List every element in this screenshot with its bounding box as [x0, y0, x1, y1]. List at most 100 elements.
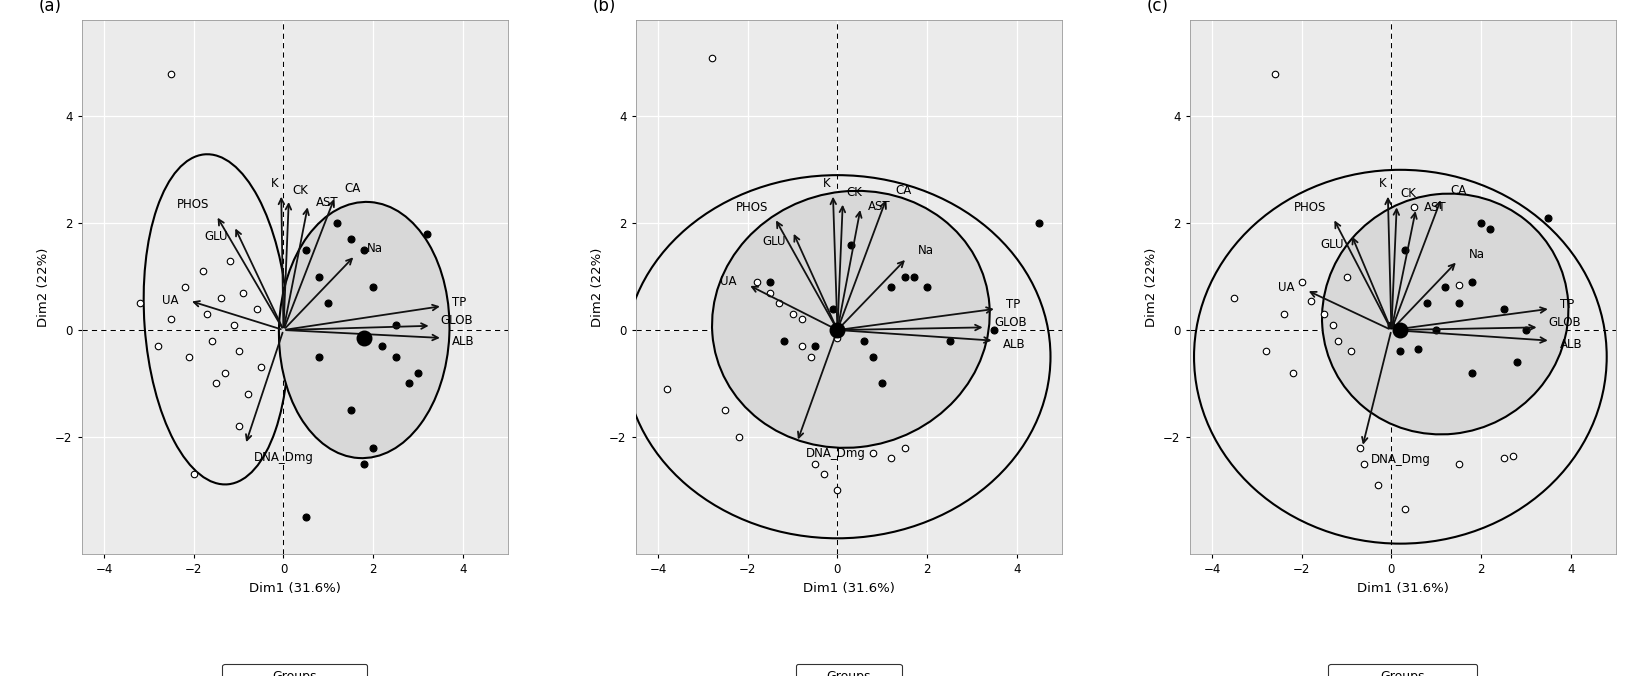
Point	[860, 352, 886, 362]
Text: ALB: ALB	[452, 335, 475, 348]
Point	[1387, 324, 1413, 335]
Text: GLU: GLU	[762, 235, 787, 248]
Point	[361, 442, 387, 453]
Text: DNA_Dmg: DNA_Dmg	[1371, 453, 1431, 466]
Point	[712, 405, 738, 416]
Point	[770, 335, 796, 346]
Point	[307, 352, 333, 362]
Y-axis label: Dim2 (22%): Dim2 (22%)	[36, 247, 49, 327]
Point	[757, 276, 783, 287]
Point	[369, 341, 395, 352]
Point	[1310, 308, 1337, 319]
Text: CK: CK	[292, 184, 308, 197]
Point	[801, 341, 827, 352]
Point	[1253, 346, 1279, 357]
Point	[870, 378, 896, 389]
Point	[1364, 479, 1390, 490]
Point	[1477, 223, 1503, 234]
Point	[1459, 276, 1485, 287]
Point	[181, 469, 207, 480]
Point	[1392, 504, 1418, 514]
Point	[1490, 304, 1516, 314]
Text: (a): (a)	[39, 0, 62, 15]
Text: DNA_Dmg: DNA_Dmg	[806, 448, 867, 460]
Point	[1536, 212, 1562, 223]
Point	[788, 341, 814, 352]
Legend: HL, YC: HL, YC	[796, 664, 901, 676]
Point	[860, 448, 886, 458]
Point	[405, 367, 431, 378]
Legend: Female, Male: Female, Male	[1328, 664, 1477, 676]
Text: TP: TP	[1560, 298, 1573, 311]
Point	[351, 245, 377, 256]
Text: AST: AST	[868, 199, 891, 213]
Point	[1490, 453, 1516, 464]
Legend: Before, After: Before, After	[222, 664, 367, 676]
Point	[315, 298, 341, 309]
Point	[1505, 357, 1531, 368]
Point	[397, 378, 423, 389]
Text: Na: Na	[367, 243, 382, 256]
Point	[1333, 271, 1359, 282]
Text: K: K	[1379, 176, 1386, 190]
Point	[811, 469, 837, 480]
Text: K: K	[823, 176, 831, 190]
Point	[1513, 324, 1539, 335]
X-axis label: Dim1 (31.6%): Dim1 (31.6%)	[803, 582, 894, 595]
Text: (c): (c)	[1147, 0, 1169, 15]
Point	[801, 458, 827, 469]
Point	[189, 266, 215, 276]
Point	[325, 218, 351, 228]
Point	[1351, 458, 1377, 469]
Point	[878, 282, 904, 293]
Point	[361, 282, 387, 293]
Point	[292, 512, 318, 523]
Text: GLOB: GLOB	[994, 316, 1027, 329]
Text: CA: CA	[344, 182, 361, 195]
Text: GLOB: GLOB	[1549, 316, 1581, 329]
Text: PHOS: PHOS	[736, 201, 769, 214]
Text: AST: AST	[1423, 201, 1446, 214]
Point	[207, 293, 233, 304]
Text: PHOS: PHOS	[176, 198, 209, 211]
Text: CK: CK	[1400, 187, 1417, 200]
Point	[1433, 282, 1459, 293]
Text: ALB: ALB	[1560, 339, 1583, 352]
Point	[225, 420, 251, 431]
Point	[914, 282, 940, 293]
Point	[1325, 335, 1351, 346]
Point	[654, 383, 681, 394]
Point	[788, 314, 814, 324]
Text: DNA_Dmg: DNA_Dmg	[255, 451, 315, 464]
Text: CK: CK	[847, 186, 862, 199]
Point	[765, 298, 792, 309]
Point	[878, 453, 904, 464]
Text: PHOS: PHOS	[1294, 201, 1327, 214]
Point	[382, 352, 408, 362]
Point	[1400, 201, 1426, 212]
Text: UA: UA	[720, 275, 736, 289]
Point	[891, 442, 917, 453]
Point	[351, 333, 377, 343]
X-axis label: Dim1 (31.6%): Dim1 (31.6%)	[248, 582, 341, 595]
Point	[1346, 442, 1373, 453]
Ellipse shape	[279, 202, 449, 458]
Text: Na: Na	[1469, 247, 1485, 261]
Point	[937, 335, 963, 346]
Point	[158, 68, 184, 79]
Point	[1405, 343, 1431, 354]
Point	[1500, 450, 1526, 461]
Text: GLU: GLU	[204, 230, 227, 243]
Text: UA: UA	[1278, 281, 1294, 294]
Point	[351, 458, 377, 469]
Point	[382, 319, 408, 330]
Point	[225, 346, 251, 357]
Point	[194, 308, 220, 319]
Text: CA: CA	[1451, 184, 1467, 197]
X-axis label: Dim1 (31.6%): Dim1 (31.6%)	[1356, 582, 1449, 595]
Point	[1271, 308, 1297, 319]
Point	[891, 271, 917, 282]
Point	[171, 282, 197, 293]
Point	[819, 304, 845, 314]
Text: (b): (b)	[592, 0, 617, 15]
